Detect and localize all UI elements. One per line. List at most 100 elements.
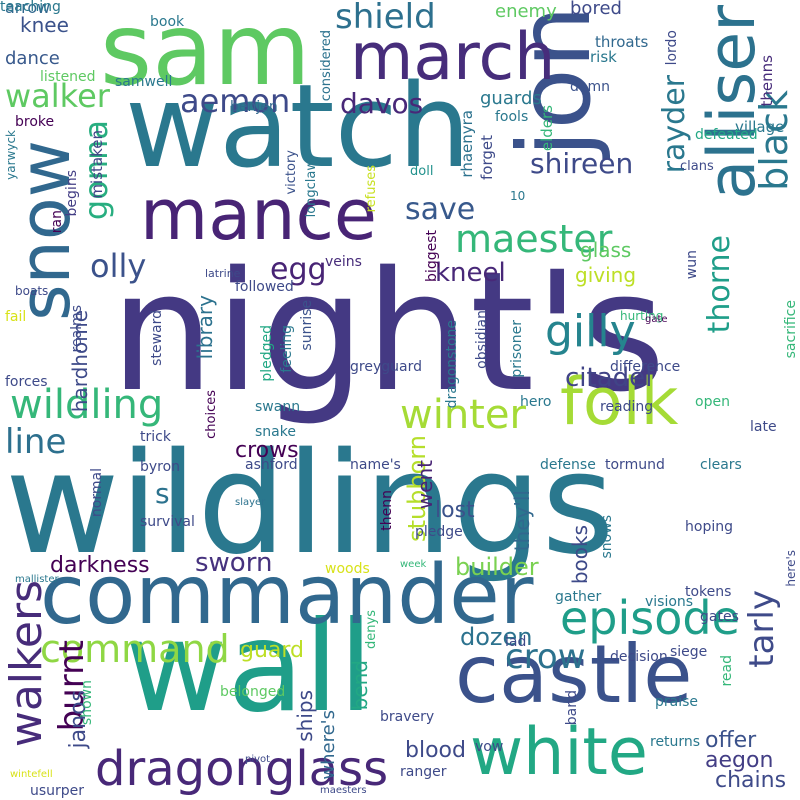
word-builder: builder xyxy=(455,553,539,581)
word-blood: blood xyxy=(405,738,466,763)
word-begins: begins xyxy=(64,170,80,217)
word-forces: forces xyxy=(5,374,48,390)
word-dragonglass: dragonglass xyxy=(95,741,389,797)
word-walker: walker xyxy=(5,77,110,115)
word-bravery: bravery xyxy=(380,709,435,725)
word-folk: folk xyxy=(560,365,679,440)
word-sunrise: sunrise xyxy=(299,300,315,351)
word-veins: veins xyxy=(325,254,362,270)
word-survival: survival xyxy=(140,514,195,530)
word-they-ll: they'll xyxy=(510,490,534,552)
word-risk: risk xyxy=(590,48,617,66)
word-s: s xyxy=(155,477,170,510)
word-pledged: pledged xyxy=(259,325,275,382)
word-thenn: thenn xyxy=(379,490,395,531)
word-doll: doll xyxy=(410,164,434,179)
word-glass: glass xyxy=(580,238,632,262)
word-gate: gate xyxy=(645,314,668,325)
word-usurper: usurper xyxy=(30,783,85,799)
word-wall: wall xyxy=(125,595,374,740)
word-ships: ships xyxy=(293,690,317,742)
word-hoping: hoping xyxy=(685,519,733,535)
word-woods: woods xyxy=(325,561,370,577)
word-night-s: night's xyxy=(110,236,666,428)
word-commander: commander xyxy=(40,548,534,643)
word-throats: throats xyxy=(595,33,649,51)
word-normal: normal xyxy=(89,468,105,518)
word-wintefell: wintefell xyxy=(10,769,53,780)
word-broke: broke xyxy=(15,114,55,130)
word-command: command xyxy=(40,627,230,671)
word-band: band xyxy=(564,690,580,726)
word-library: library xyxy=(193,295,217,360)
word-listened: listened xyxy=(40,69,96,85)
word-samwell: samwell xyxy=(115,74,173,90)
word-week: week xyxy=(400,559,427,570)
word-dragonstone: dragonstone xyxy=(444,320,460,409)
word-prisoner: prisoner xyxy=(509,320,525,378)
word-praise: praise xyxy=(655,694,699,710)
word-fools: fools xyxy=(495,109,529,125)
word-visions: visions xyxy=(645,594,694,610)
word-feeling: feeling xyxy=(279,325,295,373)
word-steward: steward xyxy=(149,310,165,366)
word-sacrifice: sacrifice xyxy=(783,300,799,359)
word-teaching: teaching xyxy=(0,0,61,15)
word-watch: watch xyxy=(125,60,471,194)
word-offer: offer xyxy=(705,728,757,753)
word-lordo: lordo xyxy=(664,30,680,66)
word-shown: shown xyxy=(79,680,95,726)
word-gather: gather xyxy=(555,589,602,605)
word-benjen: benjen xyxy=(230,99,278,115)
word-books: books xyxy=(568,525,592,585)
word-byron: byron xyxy=(140,459,181,475)
word-maesters: maesters xyxy=(320,785,367,796)
word-followed: followed xyxy=(235,279,294,295)
word-where-s: where's xyxy=(318,710,339,780)
word-bored: bored xyxy=(570,0,622,19)
word-crow: crow xyxy=(505,637,586,677)
word-read: read xyxy=(719,655,735,687)
word-davos: davos xyxy=(340,87,424,120)
word-biggest: biggest xyxy=(424,230,440,282)
word-difference: difference xyxy=(610,359,681,375)
word-enemy: enemy xyxy=(495,1,557,22)
word-guards: guards xyxy=(480,88,542,109)
word-lost: lost xyxy=(435,498,475,523)
word-castle: castle xyxy=(455,628,693,721)
word-went: went xyxy=(413,460,437,510)
word-gates: gates xyxy=(700,609,739,625)
word-clans: clans xyxy=(680,159,714,174)
word-hurting: hurting xyxy=(620,309,664,323)
word-tarly: tarly xyxy=(742,590,782,668)
word-sworn: sworn xyxy=(195,548,273,578)
word-gilly: gilly xyxy=(545,306,636,357)
word-trick: trick xyxy=(140,429,171,445)
word-ranger: ranger xyxy=(400,764,447,780)
word-ashford: ashford xyxy=(245,457,298,473)
word-lad: lad xyxy=(505,634,527,650)
word-hero: hero xyxy=(520,394,552,410)
word-tokens: tokens xyxy=(685,584,732,600)
word-vow: vow xyxy=(475,739,504,755)
word-tormund: tormund xyxy=(605,457,665,473)
word-slayer: slayer xyxy=(235,497,266,508)
word-returns: returns xyxy=(650,734,701,750)
word-episode: episode xyxy=(560,591,740,645)
word-obsidian: obsidian xyxy=(474,310,490,369)
word-mistaken: mistaken xyxy=(88,130,106,199)
word-swann: swann xyxy=(255,399,301,415)
word-aegon: aegon xyxy=(705,748,774,773)
word-siege: siege xyxy=(670,644,708,660)
word-march: march xyxy=(350,20,556,95)
word-open: open xyxy=(695,394,730,410)
word-line: line xyxy=(5,422,67,462)
word-ran: ran xyxy=(49,210,65,234)
word-wun: wun xyxy=(684,250,700,280)
word-thorne: thorne xyxy=(702,235,737,334)
word-snake: snake xyxy=(255,424,296,440)
word-defeated: defeated xyxy=(695,127,758,143)
word-darkness: darkness xyxy=(50,553,150,578)
word-dance: dance xyxy=(5,48,60,69)
word-damn: damn xyxy=(570,79,610,95)
